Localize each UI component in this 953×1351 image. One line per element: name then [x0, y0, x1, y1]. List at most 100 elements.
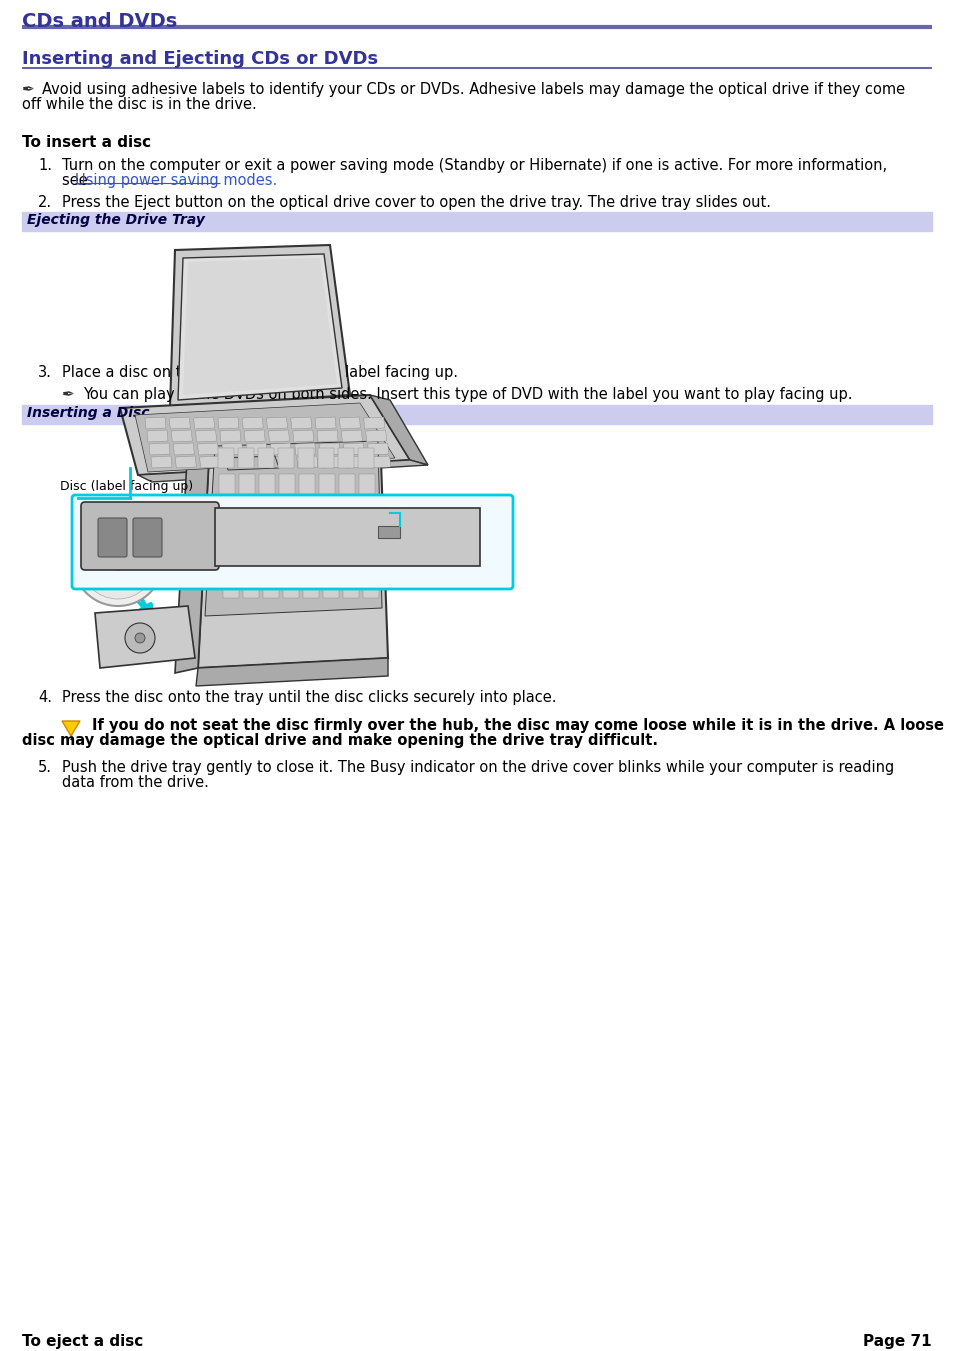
- Polygon shape: [237, 449, 253, 467]
- Text: Inserting and Ejecting CDs or DVDs: Inserting and Ejecting CDs or DVDs: [22, 50, 377, 68]
- Polygon shape: [138, 459, 428, 482]
- Text: CDs and DVDs: CDs and DVDs: [22, 12, 177, 31]
- Polygon shape: [246, 443, 267, 455]
- Polygon shape: [248, 457, 269, 467]
- Polygon shape: [370, 394, 428, 465]
- Polygon shape: [341, 553, 357, 571]
- Text: Push the drive tray gently to close it. The Busy indicator on the drive cover bl: Push the drive tray gently to close it. …: [62, 761, 893, 775]
- Polygon shape: [240, 500, 255, 520]
- Polygon shape: [367, 443, 388, 455]
- Polygon shape: [145, 417, 166, 430]
- Polygon shape: [224, 457, 245, 467]
- Bar: [377, 526, 399, 538]
- Circle shape: [135, 634, 145, 643]
- Polygon shape: [339, 500, 355, 520]
- Polygon shape: [149, 443, 170, 455]
- Polygon shape: [340, 526, 356, 546]
- Polygon shape: [220, 500, 235, 520]
- Polygon shape: [341, 430, 362, 442]
- Polygon shape: [220, 430, 241, 442]
- Polygon shape: [282, 553, 297, 571]
- Polygon shape: [343, 578, 358, 598]
- Text: 1.: 1.: [38, 158, 52, 173]
- Polygon shape: [193, 417, 214, 430]
- Polygon shape: [297, 449, 314, 467]
- Polygon shape: [299, 500, 315, 520]
- Text: !: !: [69, 732, 73, 742]
- Polygon shape: [135, 403, 395, 471]
- Polygon shape: [244, 430, 265, 442]
- Polygon shape: [303, 578, 318, 598]
- Polygon shape: [314, 417, 335, 430]
- Polygon shape: [243, 578, 258, 598]
- Polygon shape: [266, 417, 287, 430]
- Polygon shape: [217, 417, 238, 430]
- Circle shape: [109, 553, 127, 570]
- Polygon shape: [318, 474, 335, 494]
- Polygon shape: [219, 474, 234, 494]
- Polygon shape: [360, 526, 376, 546]
- Polygon shape: [268, 430, 289, 442]
- Polygon shape: [318, 443, 339, 455]
- Polygon shape: [170, 245, 350, 408]
- Polygon shape: [358, 474, 375, 494]
- Polygon shape: [262, 553, 277, 571]
- FancyBboxPatch shape: [71, 494, 513, 589]
- Text: off while the disc is in the drive.: off while the disc is in the drive.: [22, 97, 256, 112]
- Text: see: see: [62, 173, 92, 188]
- Polygon shape: [291, 417, 312, 430]
- Polygon shape: [173, 443, 194, 455]
- Polygon shape: [277, 449, 294, 467]
- Text: To eject a disc: To eject a disc: [22, 1333, 143, 1350]
- Polygon shape: [357, 449, 374, 467]
- Polygon shape: [120, 394, 410, 476]
- Text: 2.: 2.: [38, 195, 52, 209]
- FancyBboxPatch shape: [81, 503, 219, 570]
- Text: ✒: ✒: [22, 82, 34, 97]
- Polygon shape: [278, 474, 294, 494]
- Polygon shape: [293, 430, 314, 442]
- Polygon shape: [317, 449, 334, 467]
- Polygon shape: [337, 449, 354, 467]
- Polygon shape: [178, 254, 341, 400]
- Polygon shape: [151, 457, 172, 467]
- Polygon shape: [338, 474, 355, 494]
- Text: If you do not seat the disc firmly over the hub, the disc may come loose while i: If you do not seat the disc firmly over …: [91, 717, 943, 734]
- Polygon shape: [257, 449, 274, 467]
- Circle shape: [80, 523, 156, 598]
- Polygon shape: [242, 553, 257, 571]
- Polygon shape: [263, 578, 278, 598]
- Text: Place a disc on the drive tray with the label facing up.: Place a disc on the drive tray with the …: [62, 365, 457, 380]
- Text: Page 71: Page 71: [862, 1333, 931, 1350]
- Polygon shape: [169, 417, 190, 430]
- Polygon shape: [363, 417, 384, 430]
- Text: To insert a disc: To insert a disc: [22, 135, 151, 150]
- Polygon shape: [172, 430, 193, 442]
- Circle shape: [125, 623, 154, 653]
- Polygon shape: [339, 417, 360, 430]
- Bar: [214, 508, 479, 566]
- Polygon shape: [239, 474, 254, 494]
- Polygon shape: [343, 443, 364, 455]
- Polygon shape: [221, 526, 236, 546]
- Polygon shape: [302, 553, 317, 571]
- Polygon shape: [323, 578, 338, 598]
- Polygon shape: [345, 457, 366, 467]
- Text: Ejecting the Drive Tray: Ejecting the Drive Tray: [27, 213, 205, 227]
- Polygon shape: [294, 443, 315, 455]
- Polygon shape: [195, 430, 216, 442]
- Polygon shape: [242, 417, 263, 430]
- Polygon shape: [320, 526, 336, 546]
- Polygon shape: [175, 457, 196, 467]
- Polygon shape: [280, 500, 295, 520]
- Polygon shape: [316, 430, 337, 442]
- Polygon shape: [205, 440, 381, 616]
- Polygon shape: [319, 500, 335, 520]
- Polygon shape: [241, 526, 256, 546]
- Polygon shape: [260, 500, 275, 520]
- Polygon shape: [261, 526, 276, 546]
- Polygon shape: [183, 258, 336, 394]
- Polygon shape: [222, 553, 237, 571]
- Polygon shape: [258, 474, 274, 494]
- Polygon shape: [365, 430, 386, 442]
